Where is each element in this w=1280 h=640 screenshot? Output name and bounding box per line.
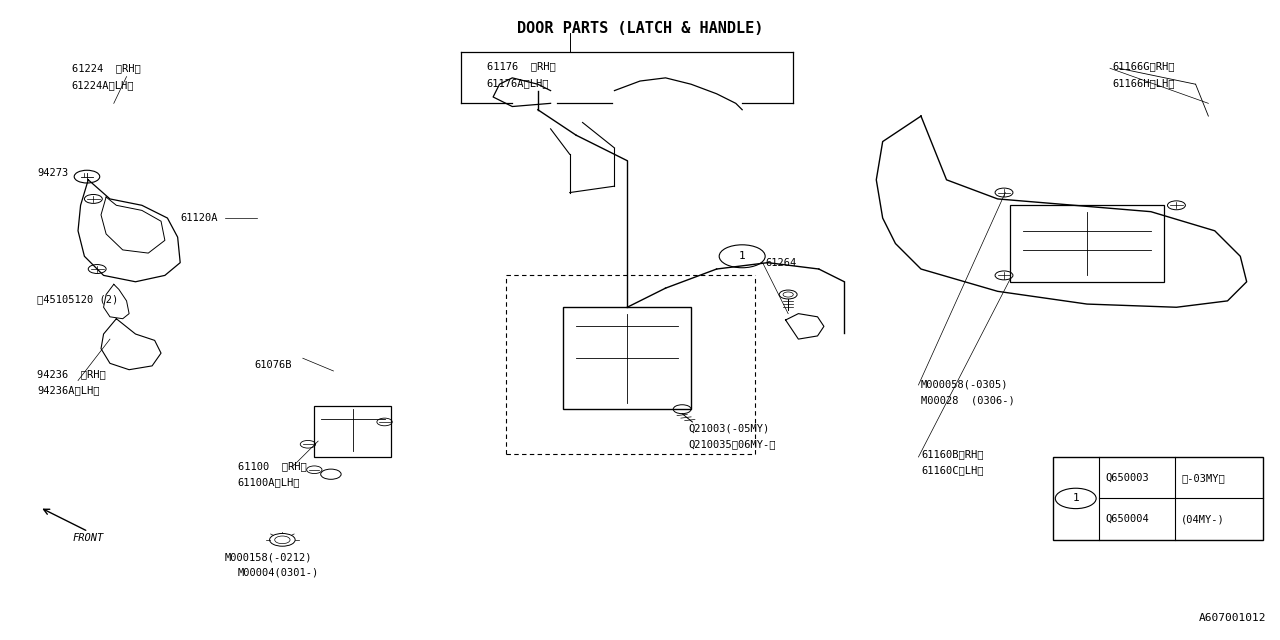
Text: 1: 1 <box>1073 493 1079 504</box>
Text: FRONT: FRONT <box>73 533 104 543</box>
Text: 94273: 94273 <box>37 168 68 179</box>
Text: 61100A〈LH〉: 61100A〈LH〉 <box>238 477 301 488</box>
Text: 94236A〈LH〉: 94236A〈LH〉 <box>37 385 100 395</box>
Text: 61160C〈LH〉: 61160C〈LH〉 <box>922 465 983 475</box>
Text: 61224A〈LH〉: 61224A〈LH〉 <box>72 81 134 90</box>
Text: 61224  〈RH〉: 61224 〈RH〉 <box>72 63 141 74</box>
Text: 61120A: 61120A <box>180 213 218 223</box>
Text: M00004(0301-): M00004(0301-) <box>238 568 319 578</box>
Text: Q650004: Q650004 <box>1106 514 1149 524</box>
Text: 61076B: 61076B <box>255 360 292 370</box>
Text: 61100  〈RH〉: 61100 〈RH〉 <box>238 461 306 472</box>
Bar <box>1052 457 1263 540</box>
Text: Ⓢ45105120 (2): Ⓢ45105120 (2) <box>37 294 119 305</box>
Text: Q21003(-05MY): Q21003(-05MY) <box>689 423 769 433</box>
Text: 61166H〈LH〉: 61166H〈LH〉 <box>1112 78 1175 88</box>
Text: 61176  〈RH〉: 61176 〈RH〉 <box>486 61 556 72</box>
Text: 61160B〈RH〉: 61160B〈RH〉 <box>922 449 983 459</box>
Text: 61264: 61264 <box>765 258 796 268</box>
Text: M000158(-0212): M000158(-0212) <box>225 552 312 562</box>
Text: Q210035〆06MY-〇: Q210035〆06MY-〇 <box>689 439 776 449</box>
Text: 61166G〈RH〉: 61166G〈RH〉 <box>1112 61 1175 72</box>
Text: M000058(-0305): M000058(-0305) <box>922 380 1009 390</box>
Text: (04MY-): (04MY-) <box>1181 514 1225 524</box>
Text: 94236  〈RH〉: 94236 〈RH〉 <box>37 369 106 379</box>
Bar <box>563 307 691 409</box>
Text: DOOR PARTS (LATCH & HANDLE): DOOR PARTS (LATCH & HANDLE) <box>517 20 763 35</box>
Text: 61176A〈LH〉: 61176A〈LH〉 <box>486 78 549 88</box>
Text: M00028  (0306-): M00028 (0306-) <box>922 396 1015 406</box>
Text: 〈-03MY〉: 〈-03MY〉 <box>1181 473 1225 483</box>
Text: A607001012: A607001012 <box>1198 612 1266 623</box>
Bar <box>315 406 390 457</box>
Text: 1: 1 <box>739 252 745 261</box>
Text: Q650003: Q650003 <box>1106 473 1149 483</box>
Bar <box>1010 205 1164 282</box>
